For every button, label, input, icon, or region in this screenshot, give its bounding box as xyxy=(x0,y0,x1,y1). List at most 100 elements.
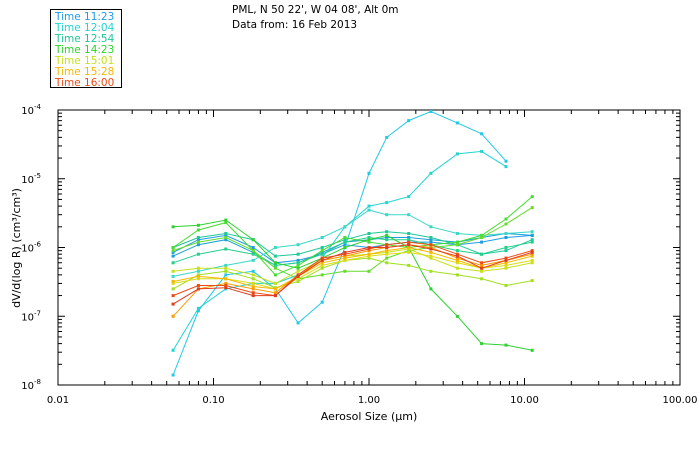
data-point xyxy=(367,238,371,242)
y-tick-label: 10-8 xyxy=(21,378,41,392)
data-point xyxy=(196,223,200,227)
data-point xyxy=(296,269,300,273)
data-point xyxy=(530,258,534,262)
data-point xyxy=(224,218,228,222)
data-point xyxy=(455,273,459,277)
data-point xyxy=(196,309,200,313)
data-point xyxy=(296,321,300,325)
data-point xyxy=(504,165,508,169)
data-point xyxy=(224,273,228,277)
data-point xyxy=(480,342,484,346)
data-point xyxy=(480,266,484,270)
data-point xyxy=(504,249,508,253)
data-point xyxy=(171,348,175,352)
series-line xyxy=(172,241,533,297)
data-point xyxy=(530,279,534,283)
data-point xyxy=(480,263,484,267)
data-point xyxy=(530,233,534,237)
data-point xyxy=(224,238,228,242)
data-point xyxy=(530,249,534,253)
data-point xyxy=(429,110,433,113)
legend-item: Time 12:54 xyxy=(55,33,115,45)
data-point xyxy=(367,204,371,208)
data-point xyxy=(455,254,459,258)
data-point xyxy=(343,258,347,262)
y-tick-label: 10-7 xyxy=(21,309,41,323)
data-point xyxy=(367,240,371,244)
data-point xyxy=(320,250,324,254)
data-point xyxy=(320,266,324,270)
data-point xyxy=(171,294,175,298)
data-point xyxy=(251,273,255,277)
data-point xyxy=(251,294,255,298)
data-point xyxy=(196,274,200,278)
data-point xyxy=(455,261,459,265)
data-point xyxy=(429,238,433,242)
chart-title: PML, N 50 22', W 04 08', Alt 0m xyxy=(232,4,399,16)
data-point xyxy=(224,266,228,270)
data-point xyxy=(480,149,484,153)
x-tick-label: 100.00 xyxy=(663,395,698,406)
data-point xyxy=(455,243,459,247)
data-point xyxy=(273,291,277,295)
y-tick-label: 10-4 xyxy=(21,103,41,117)
data-point xyxy=(480,277,484,281)
data-point xyxy=(455,314,459,318)
data-point xyxy=(407,243,411,247)
data-point xyxy=(171,280,175,283)
data-point xyxy=(343,269,347,273)
data-point xyxy=(429,287,433,291)
data-point xyxy=(196,284,200,287)
legend-item: Time 15:28 xyxy=(55,66,115,78)
data-point xyxy=(296,280,300,283)
data-point xyxy=(504,236,508,239)
data-point xyxy=(455,249,459,253)
data-point xyxy=(343,225,347,229)
data-point xyxy=(429,171,433,175)
data-point xyxy=(530,252,534,256)
data-point xyxy=(429,240,433,244)
data-point xyxy=(480,252,484,256)
data-point xyxy=(196,238,200,242)
data-point xyxy=(296,243,300,247)
series-layer xyxy=(171,110,534,377)
data-point xyxy=(196,266,200,270)
data-point xyxy=(385,135,389,139)
series-line xyxy=(172,196,533,276)
data-point xyxy=(343,254,347,258)
data-point xyxy=(171,250,175,254)
data-point xyxy=(385,246,389,249)
data-point xyxy=(480,240,484,244)
data-point xyxy=(385,233,389,237)
data-point xyxy=(530,348,534,352)
data-point xyxy=(367,232,371,235)
data-point xyxy=(296,252,300,256)
data-point xyxy=(320,300,324,304)
data-point xyxy=(367,254,371,258)
legend-item: Time 14:23 xyxy=(55,44,115,56)
data-point xyxy=(251,285,255,289)
data-point xyxy=(273,281,277,285)
data-point xyxy=(343,240,347,244)
data-point xyxy=(530,250,534,254)
data-point xyxy=(273,254,277,258)
data-point xyxy=(385,250,389,254)
y-tick-label: 10-5 xyxy=(21,172,41,186)
data-point xyxy=(504,284,508,287)
data-point xyxy=(407,250,411,254)
data-point xyxy=(251,238,255,242)
data-point xyxy=(273,246,277,249)
data-point xyxy=(224,281,228,285)
data-point xyxy=(224,247,228,251)
data-point xyxy=(251,250,255,254)
data-point xyxy=(385,256,389,260)
data-point xyxy=(171,254,175,258)
data-point xyxy=(343,236,347,239)
data-point xyxy=(343,246,347,249)
data-point xyxy=(296,274,300,278)
data-point xyxy=(224,232,228,235)
data-point xyxy=(429,243,433,247)
data-point xyxy=(171,249,175,253)
data-point xyxy=(367,249,371,253)
